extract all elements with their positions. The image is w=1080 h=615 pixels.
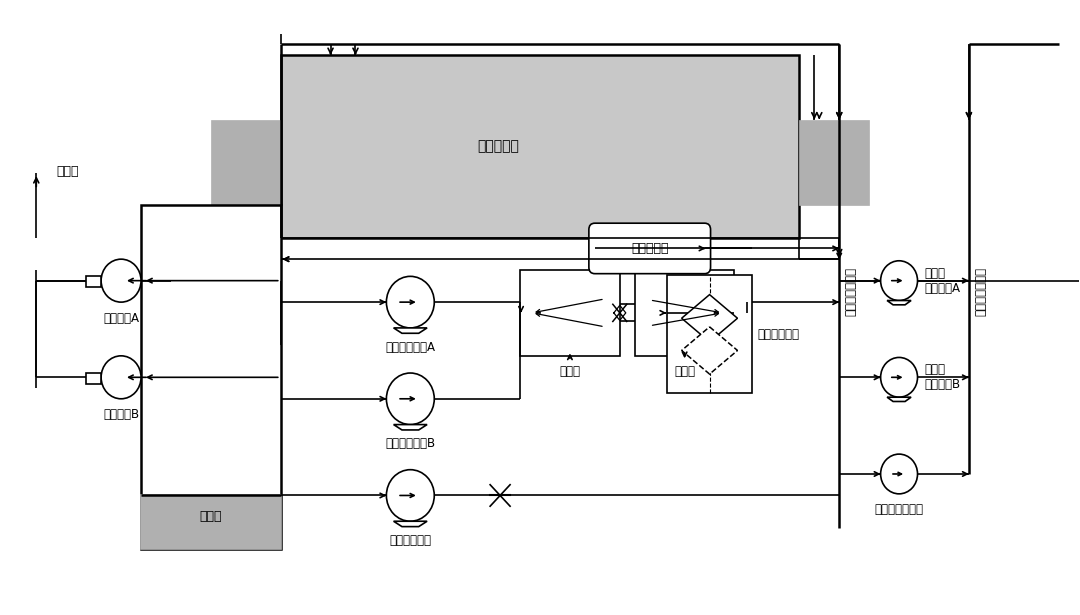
Circle shape xyxy=(880,261,918,301)
Bar xyxy=(281,55,799,237)
Polygon shape xyxy=(393,424,427,430)
Polygon shape xyxy=(681,295,738,342)
Polygon shape xyxy=(887,301,912,305)
Text: 顶轴油
交流油泵B: 顶轴油 交流油泵B xyxy=(924,363,960,391)
Bar xyxy=(141,496,281,549)
Polygon shape xyxy=(86,276,102,287)
Polygon shape xyxy=(393,328,427,333)
Circle shape xyxy=(880,357,918,397)
Bar xyxy=(635,270,734,356)
Circle shape xyxy=(387,470,434,522)
Polygon shape xyxy=(86,373,102,384)
Text: 排风口: 排风口 xyxy=(56,165,79,178)
Text: 顶轴油
交流油泵A: 顶轴油 交流油泵A xyxy=(924,267,960,295)
Bar xyxy=(521,270,620,356)
Polygon shape xyxy=(681,327,738,374)
Text: 顶轴油直流油泵: 顶轴油直流油泵 xyxy=(875,503,923,516)
Text: 润滑油过滤器: 润滑油过滤器 xyxy=(757,328,799,341)
Text: 直流润滑油泵: 直流润滑油泵 xyxy=(389,534,431,547)
Circle shape xyxy=(102,356,141,399)
Circle shape xyxy=(387,276,434,328)
Text: 蓄能器系统: 蓄能器系统 xyxy=(631,242,669,255)
Circle shape xyxy=(387,373,434,424)
Bar xyxy=(141,205,281,549)
Polygon shape xyxy=(393,522,427,526)
Text: 排烟风机A: 排烟风机A xyxy=(103,312,139,325)
Circle shape xyxy=(102,259,141,302)
Bar xyxy=(799,119,869,205)
Text: 顶轴油供油母管: 顶轴油供油母管 xyxy=(974,267,987,316)
Text: 交流润滑油泵B: 交流润滑油泵B xyxy=(386,437,435,450)
Text: 冷却水: 冷却水 xyxy=(674,365,696,378)
FancyBboxPatch shape xyxy=(589,223,711,274)
Text: 交流润滑油泵A: 交流润滑油泵A xyxy=(386,341,435,354)
Bar xyxy=(211,119,281,205)
Text: 冷却水: 冷却水 xyxy=(559,365,580,378)
Text: 调相机本体: 调相机本体 xyxy=(477,140,519,153)
Text: 润滑油供油母管: 润滑油供油母管 xyxy=(845,267,858,316)
Text: 排烟风机B: 排烟风机B xyxy=(103,408,139,421)
Circle shape xyxy=(880,454,918,494)
Bar xyxy=(667,276,752,394)
Text: 主油筱: 主油筱 xyxy=(200,510,222,523)
Polygon shape xyxy=(887,397,912,402)
